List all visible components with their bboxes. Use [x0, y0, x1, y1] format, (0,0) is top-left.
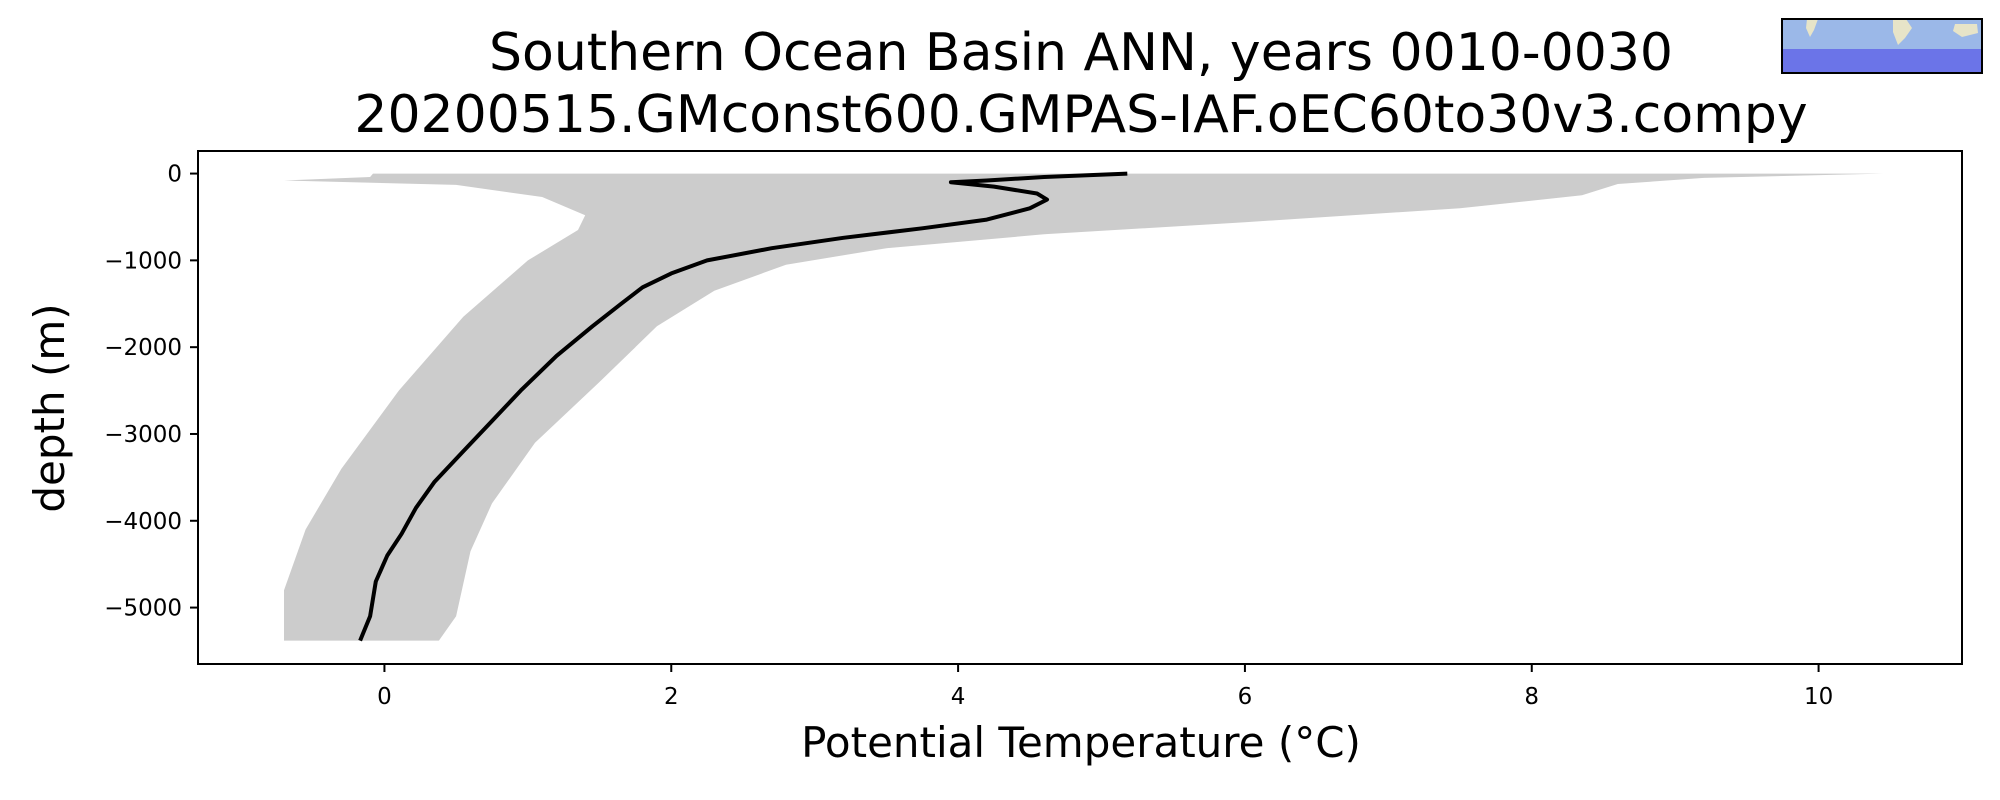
- y-tick-label: −2000: [104, 335, 182, 361]
- x-axis: 0 2 4 6 8 10: [377, 664, 1833, 710]
- inset-map-land-australia: [1953, 24, 1978, 37]
- chart-subtitle: 20200515.GMconst600.GMPAS-IAF.oEC60to30v…: [354, 85, 1807, 145]
- spread-band: [284, 173, 1884, 641]
- y-tick-label: 0: [167, 162, 182, 188]
- mean-profile-line: [358, 171, 1128, 642]
- inset-map-frame: [1781, 18, 1983, 74]
- y-tick-label: −4000: [104, 509, 182, 535]
- inset-map: [1781, 18, 1983, 74]
- x-tick-label: 4: [951, 684, 966, 710]
- axes-frame: [197, 150, 1963, 665]
- y-axis: 0 −1000 −2000 −3000 −4000 −5000: [104, 162, 198, 622]
- y-axis-label: depth (m): [25, 303, 74, 512]
- x-tick-label: 0: [377, 684, 392, 710]
- x-tick-label: 2: [664, 684, 679, 710]
- y-tick-label: −1000: [104, 248, 182, 274]
- y-tick-label: −3000: [104, 422, 182, 448]
- x-tick-label: 8: [1524, 684, 1539, 710]
- plot-area: [284, 171, 1884, 642]
- x-tick-label: 10: [1804, 684, 1833, 710]
- inset-map-land-south-america: [1806, 19, 1818, 37]
- chart-title: Southern Ocean Basin ANN, years 0010-003…: [489, 23, 1673, 83]
- inset-map-land-africa: [1893, 19, 1912, 45]
- x-tick-label: 6: [1238, 684, 1253, 710]
- y-tick-label: −5000: [104, 596, 182, 622]
- x-axis-label: Potential Temperature (°C): [801, 718, 1361, 767]
